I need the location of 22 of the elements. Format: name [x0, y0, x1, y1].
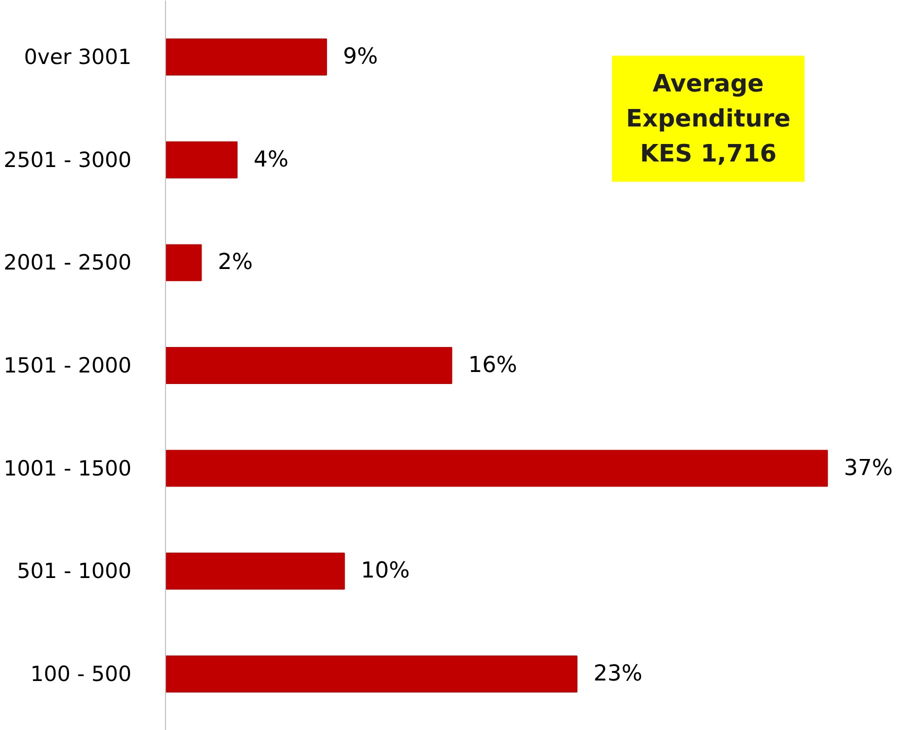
data-label: 37% — [844, 456, 893, 481]
y-tick-label: 1001 - 1500 — [4, 456, 132, 480]
y-tick-label: 501 - 1000 — [17, 559, 132, 584]
y-tick-label: 1501 - 2000 — [4, 354, 132, 378]
y-tick-label: 2001 - 2500 — [4, 250, 132, 275]
y-tick-label: 100 - 500 — [30, 662, 132, 686]
bar — [166, 244, 202, 282]
annotation: Average Expenditure KES 1,716 — [626, 70, 790, 168]
bar — [166, 655, 578, 692]
y-tick-label: 2501 - 3000 — [4, 148, 132, 172]
data-label: 9% — [343, 44, 378, 70]
bar — [166, 347, 452, 384]
data-label: 23% — [593, 661, 642, 686]
data-label: 16% — [468, 353, 518, 378]
data-label: 10% — [360, 558, 410, 584]
bar — [166, 450, 828, 487]
bar — [166, 552, 345, 590]
data-label: 4% — [254, 147, 289, 172]
data-label: 2% — [218, 250, 253, 276]
bar — [166, 141, 238, 178]
bar — [166, 38, 327, 76]
y-tick-label: 0ver 3001 — [24, 45, 132, 70]
